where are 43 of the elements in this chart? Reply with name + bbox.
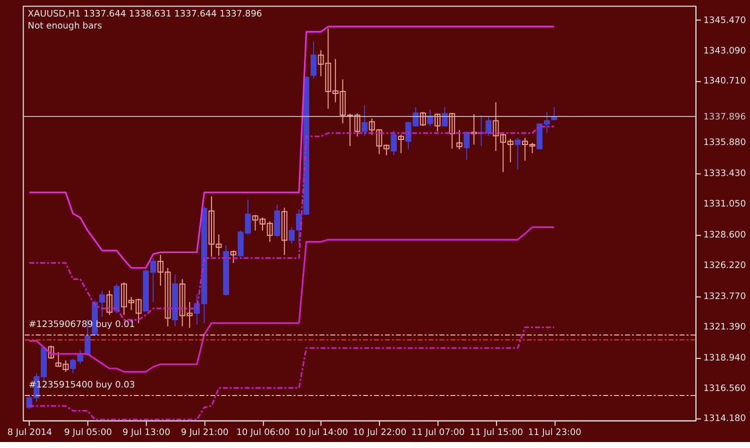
y-tick-label: 1314.180 [703, 414, 746, 424]
y-tick-label: 1345.470 [703, 16, 746, 26]
y-tick-label: 1316.560 [703, 384, 746, 394]
candlestick [427, 109, 434, 128]
candlestick [434, 113, 440, 132]
candlestick [230, 250, 236, 264]
annotation: Not enough bars [28, 22, 102, 32]
y-tick-label: 1333.430 [703, 169, 746, 180]
candlestick [310, 40, 317, 79]
candlestick [420, 111, 426, 126]
x-tick-label: 10 Jul 14:00 [294, 428, 348, 438]
y-tick-label: 1343.090 [703, 46, 746, 56]
y-tick-label: 1326.220 [703, 260, 746, 271]
x-tick-label: 11 Jul 23:00 [528, 428, 582, 438]
x-tick-label: 9 Jul 21:00 [180, 428, 229, 438]
chart-title: XAUUSD,H1 1337.644 1338.631 1337.644 1337.896 [28, 10, 262, 20]
ref-line-label: 1337.896 [703, 112, 746, 122]
y-tick-label: 1328.600 [703, 230, 746, 241]
x-tick-label: 8 Jul 2014 [7, 428, 52, 438]
candlestick [48, 345, 54, 360]
x-tick-label: 11 Jul 07:00 [411, 428, 466, 438]
candlestick [449, 112, 456, 150]
y-tick-label: 1323.770 [703, 292, 746, 302]
x-tick-label: 10 Jul 06:00 [236, 428, 290, 438]
candlestick [514, 137, 521, 170]
candlestick [398, 134, 404, 154]
candlestick [281, 207, 288, 256]
candlestick [456, 129, 462, 150]
x-tick-label: 11 Jul 15:00 [470, 428, 524, 438]
x-tick-label: 10 Jul 22:00 [352, 428, 407, 438]
y-tick-label: 1335.880 [703, 138, 746, 148]
x-tick-label: 9 Jul 05:00 [64, 428, 112, 438]
candlestick [464, 130, 470, 160]
y-tick-label: 1318.940 [703, 354, 746, 364]
candlestick [362, 104, 368, 136]
y-tick-label: 1331.050 [703, 200, 746, 210]
candlestick [470, 114, 477, 145]
y-tick-label: 1321.390 [703, 322, 746, 332]
line-series [28, 226, 555, 373]
candlestick [390, 130, 397, 156]
x-tick-label: 9 Jul 13:00 [122, 428, 171, 438]
candlestick [106, 290, 112, 316]
y-tick-label: 1340.710 [703, 76, 746, 87]
